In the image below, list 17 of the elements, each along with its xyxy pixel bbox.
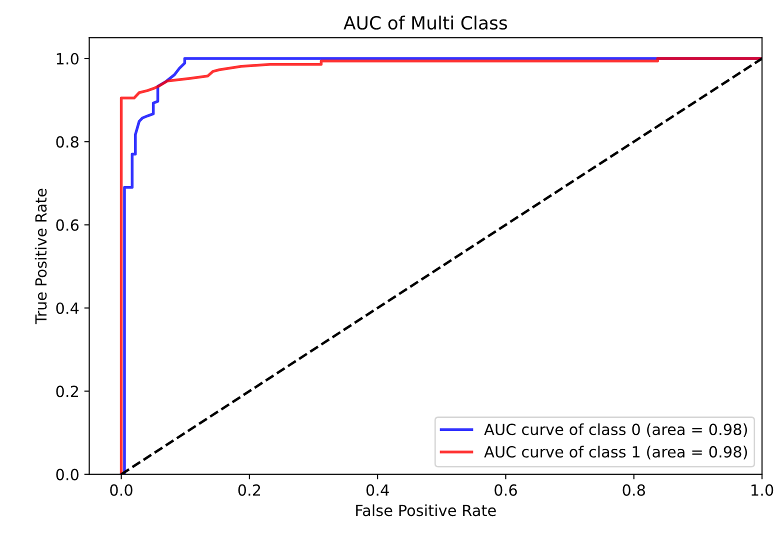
y-tick-label: 0.0 — [56, 468, 79, 480]
y-tick-label: 0.6 — [56, 219, 79, 231]
x-tick-label: 0.4 — [366, 484, 389, 496]
x-tick-label: 1.0 — [752, 484, 774, 496]
x-tick-label: 0.8 — [622, 484, 645, 496]
y-tick-label: 0.2 — [56, 386, 78, 398]
legend-label: AUC curve of class 0 (area = 0.98) — [484, 423, 747, 437]
x-tick-label: 0.2 — [238, 484, 260, 496]
x-tick-label: 0.6 — [494, 484, 517, 496]
x-axis-title: False Positive Rate — [356, 504, 496, 516]
y-tick-label: 1.0 — [56, 52, 79, 65]
y-tick-label: 0.8 — [56, 136, 78, 148]
y-tick-label: 0.4 — [56, 302, 79, 314]
y-axis-title: True Positive Rate — [34, 188, 47, 324]
x-tick-label: 0.0 — [110, 484, 132, 496]
chart-title: AUC of Multi Class — [344, 16, 507, 30]
legend-label: AUC curve of class 1 (area = 0.98) — [484, 446, 747, 460]
